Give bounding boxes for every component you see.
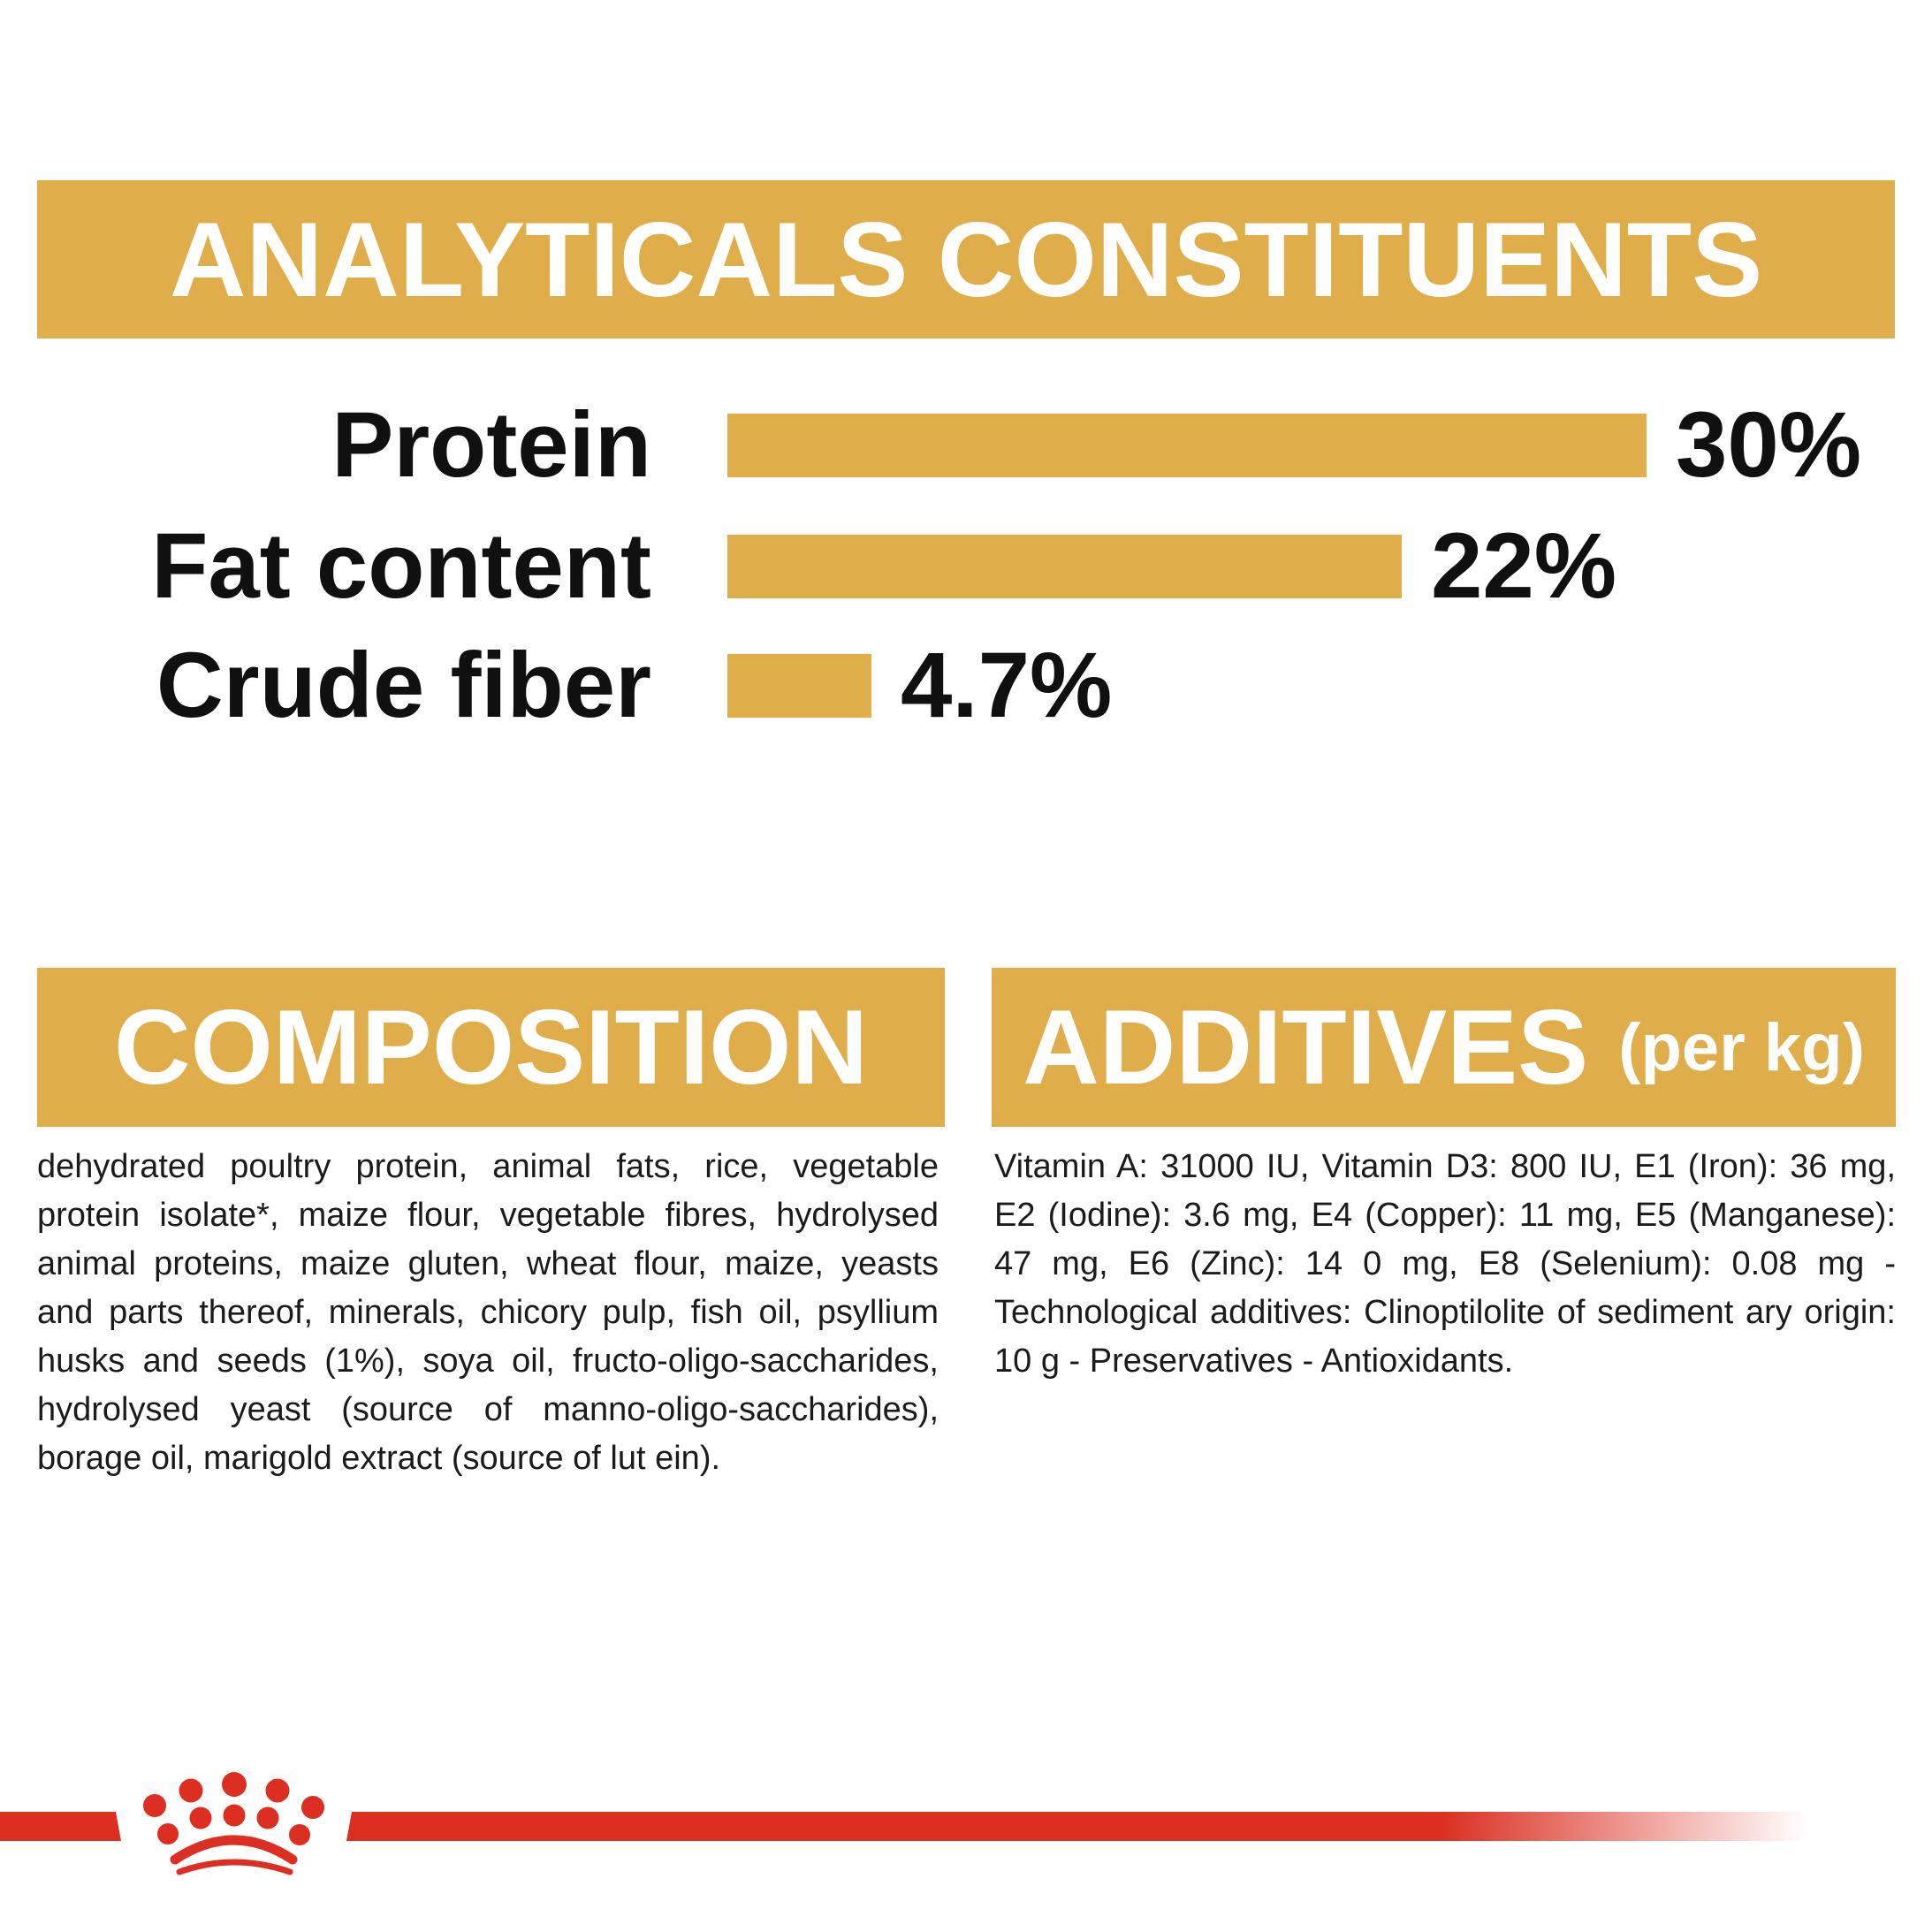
bar-row-crude-fiber: Crude fiber 4.7%	[37, 634, 1112, 737]
protein-value: 30%	[1676, 393, 1862, 497]
additives-unit-label: (per kg)	[1618, 1009, 1865, 1085]
protein-bar	[727, 414, 1647, 477]
crude-fiber-bar	[727, 654, 871, 718]
royal-canin-crown-icon	[143, 1772, 324, 1875]
bar-row-protein: Protein 30%	[37, 393, 1861, 497]
analyticals-title: ANALYTICALS CONSTITUENTS	[169, 200, 1763, 319]
bar-row-fat-content: Fat content 22%	[37, 514, 1616, 618]
bar-label-crude-fiber: Crude fiber	[156, 634, 651, 737]
red-stripe-left	[0, 1812, 121, 1841]
composition-body: dehydrated poultry protein, animal fats,…	[37, 1148, 939, 1477]
additives-body: Vitamin A: 31000 IU, Vitamin D3: 800 IU,…	[994, 1148, 1896, 1380]
red-stripe-right	[346, 1812, 1807, 1841]
composition-title: COMPOSITION	[113, 988, 869, 1107]
fat-content-bar	[727, 535, 1402, 598]
fat-content-value: 22%	[1431, 514, 1617, 618]
additives-title: ADDITIVES	[1023, 988, 1589, 1107]
bar-label-fat-content: Fat content	[151, 514, 651, 618]
analyticals-header-band: ANALYTICALS CONSTITUENTS	[37, 180, 1895, 338]
composition-header-band: COMPOSITION	[37, 968, 945, 1127]
additives-header-band: ADDITIVES (per kg)	[992, 968, 1896, 1127]
bar-label-protein: Protein	[331, 393, 651, 497]
crude-fiber-value: 4.7%	[901, 634, 1113, 737]
